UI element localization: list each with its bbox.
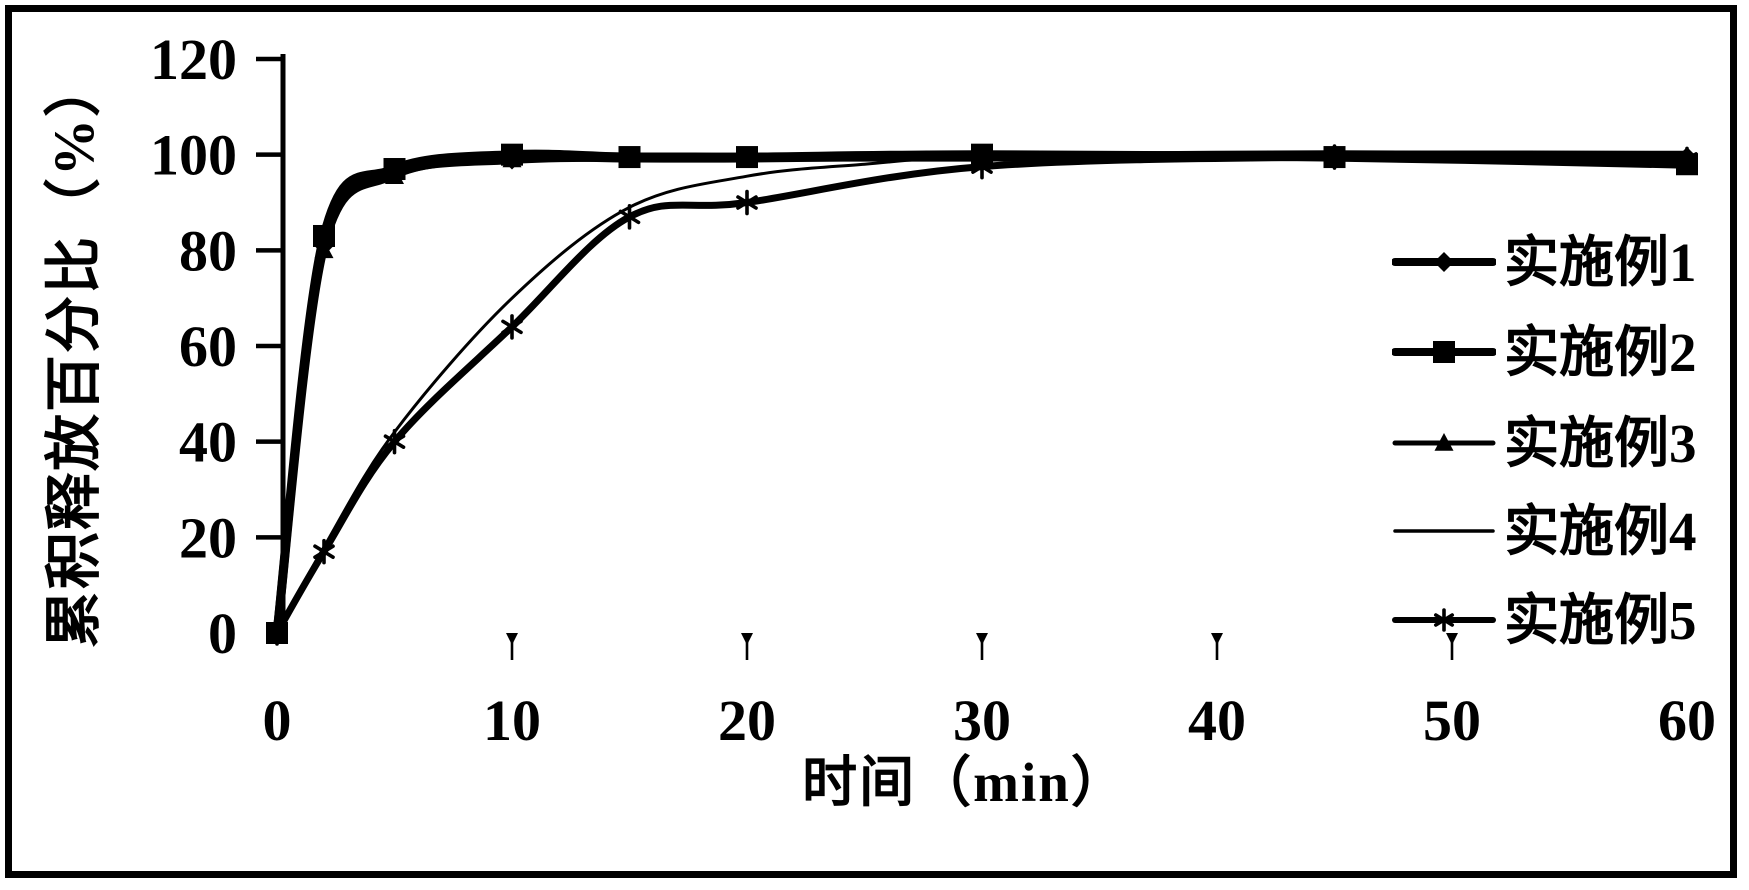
- legend-item-label: 实施例4: [1504, 500, 1697, 562]
- x-axis-title: 时间（min）: [802, 752, 1128, 813]
- x-axis-tick-arrow: [976, 633, 988, 645]
- legend-item-label: 实施例3: [1504, 412, 1697, 474]
- y-tick-label: 80: [179, 218, 237, 283]
- series-marker-star: [266, 620, 288, 646]
- series-marker-star: [618, 204, 641, 230]
- series-marker-star: [313, 538, 335, 565]
- y-tick-label: 60: [179, 314, 237, 379]
- legend-item: 实施例2: [1392, 317, 1697, 387]
- legend: 实施例1 实施例2 实施例3 实施例4 实施例5: [1392, 0, 1737, 700]
- y-tick-label: 100: [150, 123, 237, 188]
- series-marker-triangle: [737, 149, 757, 168]
- series-marker-triangle: [314, 240, 334, 259]
- series-marker-triangle: [385, 166, 404, 184]
- series-marker-triangle: [502, 149, 522, 168]
- x-tick-label: 60: [1658, 688, 1716, 753]
- series-marker-star: [501, 314, 523, 340]
- legend-marker-diamond-icon: [1392, 252, 1496, 272]
- legend-item-label: 实施例5: [1504, 589, 1697, 651]
- x-axis-tick-arrow: [506, 633, 518, 645]
- series-5: [266, 144, 1698, 646]
- legend-marker-star-icon: [1392, 608, 1496, 632]
- legend-marker-line-icon: [1393, 529, 1495, 533]
- legend-item-label: 实施例2: [1504, 321, 1697, 383]
- legend-item: 实施例4: [1392, 496, 1697, 566]
- tick-labels: 0 20 40 60 80 100 120 0 10 20 30 40 50 60: [150, 27, 1716, 753]
- legend-star-glyph: [1433, 608, 1455, 632]
- series-marker-star: [971, 153, 993, 180]
- axes: [256, 54, 1458, 660]
- legend-item: 实施例5: [1392, 585, 1697, 655]
- series-4: [275, 150, 1689, 635]
- x-tick-label: 0: [263, 688, 292, 753]
- series-line-4: [275, 150, 1689, 635]
- x-tick-label: 50: [1423, 688, 1481, 753]
- x-axis-tick-arrow: [741, 633, 753, 645]
- y-tick-label: 20: [179, 505, 237, 570]
- legend-diamond-glyph: [1434, 252, 1454, 272]
- series-marker-star: [736, 189, 758, 216]
- legend-item-label: 实施例1: [1504, 231, 1697, 293]
- series-marker-star: [1323, 144, 1346, 170]
- x-tick-label: 20: [718, 688, 776, 753]
- y-tick-label: 0: [208, 601, 237, 666]
- legend-square-glyph: [1433, 341, 1455, 363]
- x-tick-label: 30: [953, 688, 1011, 753]
- legend-item: 实施例3: [1392, 408, 1697, 478]
- legend-triangle-glyph: [1434, 433, 1454, 451]
- y-tick-label: 120: [150, 27, 237, 92]
- x-axis-tick-arrow: [1446, 633, 1458, 645]
- legend-item: 实施例1: [1392, 227, 1697, 297]
- series-marker-star: [1676, 146, 1698, 173]
- legend-marker-triangle-icon: [1392, 433, 1496, 451]
- x-tick-label: 40: [1188, 688, 1246, 753]
- y-tick-label: 40: [179, 410, 237, 475]
- series-marker-triangle: [620, 149, 639, 168]
- x-tick-label: 10: [483, 688, 541, 753]
- series-marker-star: [383, 428, 406, 455]
- y-axis-title: 累积释放百分比（%）: [43, 58, 106, 648]
- legend-marker-square-icon: [1392, 341, 1496, 363]
- x-axis-tick-arrow: [1211, 633, 1223, 645]
